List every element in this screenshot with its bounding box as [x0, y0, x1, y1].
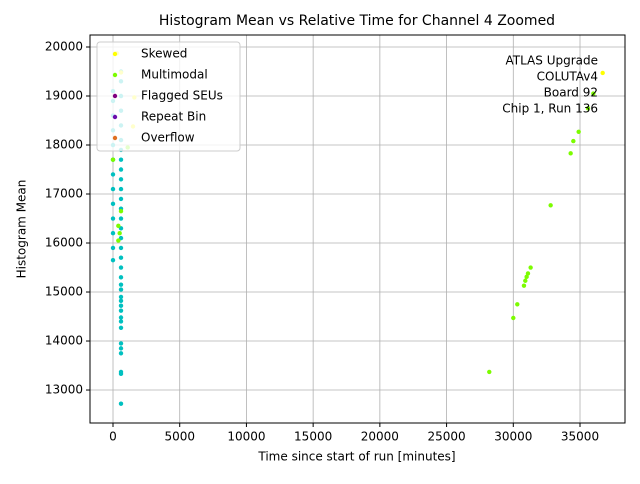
y-tick-label: 20000 [45, 40, 83, 54]
point [118, 346, 124, 351]
point [528, 265, 533, 270]
legend-label: Repeat Bin [141, 110, 206, 124]
point [548, 203, 553, 208]
point [118, 319, 124, 324]
point [110, 231, 116, 236]
legend-marker [112, 114, 118, 120]
plot-frame [89, 34, 626, 424]
legend-marker [112, 135, 118, 141]
y-axis-label: Histogram Mean [15, 180, 29, 279]
y-tick-label: 18000 [45, 138, 83, 152]
point [110, 157, 116, 162]
point [118, 157, 124, 162]
chart-title: Histogram Mean vs Relative Time for Chan… [159, 13, 555, 29]
annotation: COLUTAv4 [537, 70, 598, 84]
y-tick-label: 15000 [45, 285, 83, 299]
annotation: ATLAS Upgrade [505, 54, 598, 68]
y-tick-label: 13000 [45, 383, 83, 397]
legend: Skewed Multimodal Flagged SEUs Repeat Bin Ov… [96, 41, 241, 152]
point [118, 167, 124, 172]
point [118, 287, 124, 292]
annotation: Board 92 [544, 86, 598, 100]
point [571, 138, 576, 144]
annotation: Chip 1, Run 136 [502, 102, 598, 116]
point [118, 275, 124, 280]
x-tick-label: 5000 [164, 430, 195, 444]
point [116, 223, 121, 229]
point [118, 351, 124, 356]
point [487, 369, 492, 375]
point [118, 401, 124, 406]
point [118, 325, 124, 330]
point [511, 315, 516, 321]
y-tick-label: 17000 [45, 187, 83, 201]
legend-label: Multimodal [141, 68, 208, 82]
point [585, 106, 591, 111]
point [118, 245, 124, 251]
point [118, 315, 124, 320]
point [515, 302, 520, 307]
point [110, 216, 116, 221]
x-axis-label: Time since start of run [minutes] [257, 450, 455, 464]
point [118, 369, 124, 375]
legend-marker [112, 51, 118, 57]
point [118, 186, 124, 192]
point [110, 257, 116, 263]
point [118, 294, 124, 300]
point [118, 308, 124, 313]
point [576, 129, 581, 134]
point [521, 283, 527, 288]
point [118, 265, 124, 270]
point [591, 91, 596, 96]
legend-label: Flagged SEUs [141, 89, 223, 103]
legend-label: Skewed [141, 47, 187, 61]
legend-marker [112, 72, 118, 78]
legend-marker [112, 93, 118, 99]
point [118, 208, 124, 214]
point [118, 282, 124, 287]
point [118, 303, 124, 308]
x-tick-label: 15000 [294, 430, 332, 444]
x-tick-label: 35000 [561, 430, 599, 444]
legend-label: Overflow [141, 131, 195, 145]
point [118, 196, 124, 202]
point [118, 177, 124, 182]
x-tick-label: 10000 [227, 430, 265, 444]
point [110, 245, 116, 251]
point [118, 216, 124, 221]
point [117, 231, 122, 236]
legend-box [96, 41, 241, 152]
point [568, 151, 573, 156]
point [600, 70, 605, 76]
point [110, 172, 116, 177]
point [118, 341, 124, 346]
point [118, 255, 124, 260]
x-tick-label: 20000 [361, 430, 399, 444]
point [118, 298, 124, 304]
point [110, 201, 116, 207]
y-tick-label: 16000 [45, 236, 83, 250]
x-tick-label: 25000 [427, 430, 465, 444]
x-tick-label: 0 [109, 430, 117, 444]
x-tick-label: 30000 [494, 430, 532, 444]
y-tick-label: 14000 [45, 334, 83, 348]
point [525, 271, 531, 276]
y-tick-label: 19000 [45, 89, 83, 103]
point [116, 238, 121, 243]
point [524, 274, 529, 280]
point [523, 278, 528, 283]
point [110, 186, 116, 192]
